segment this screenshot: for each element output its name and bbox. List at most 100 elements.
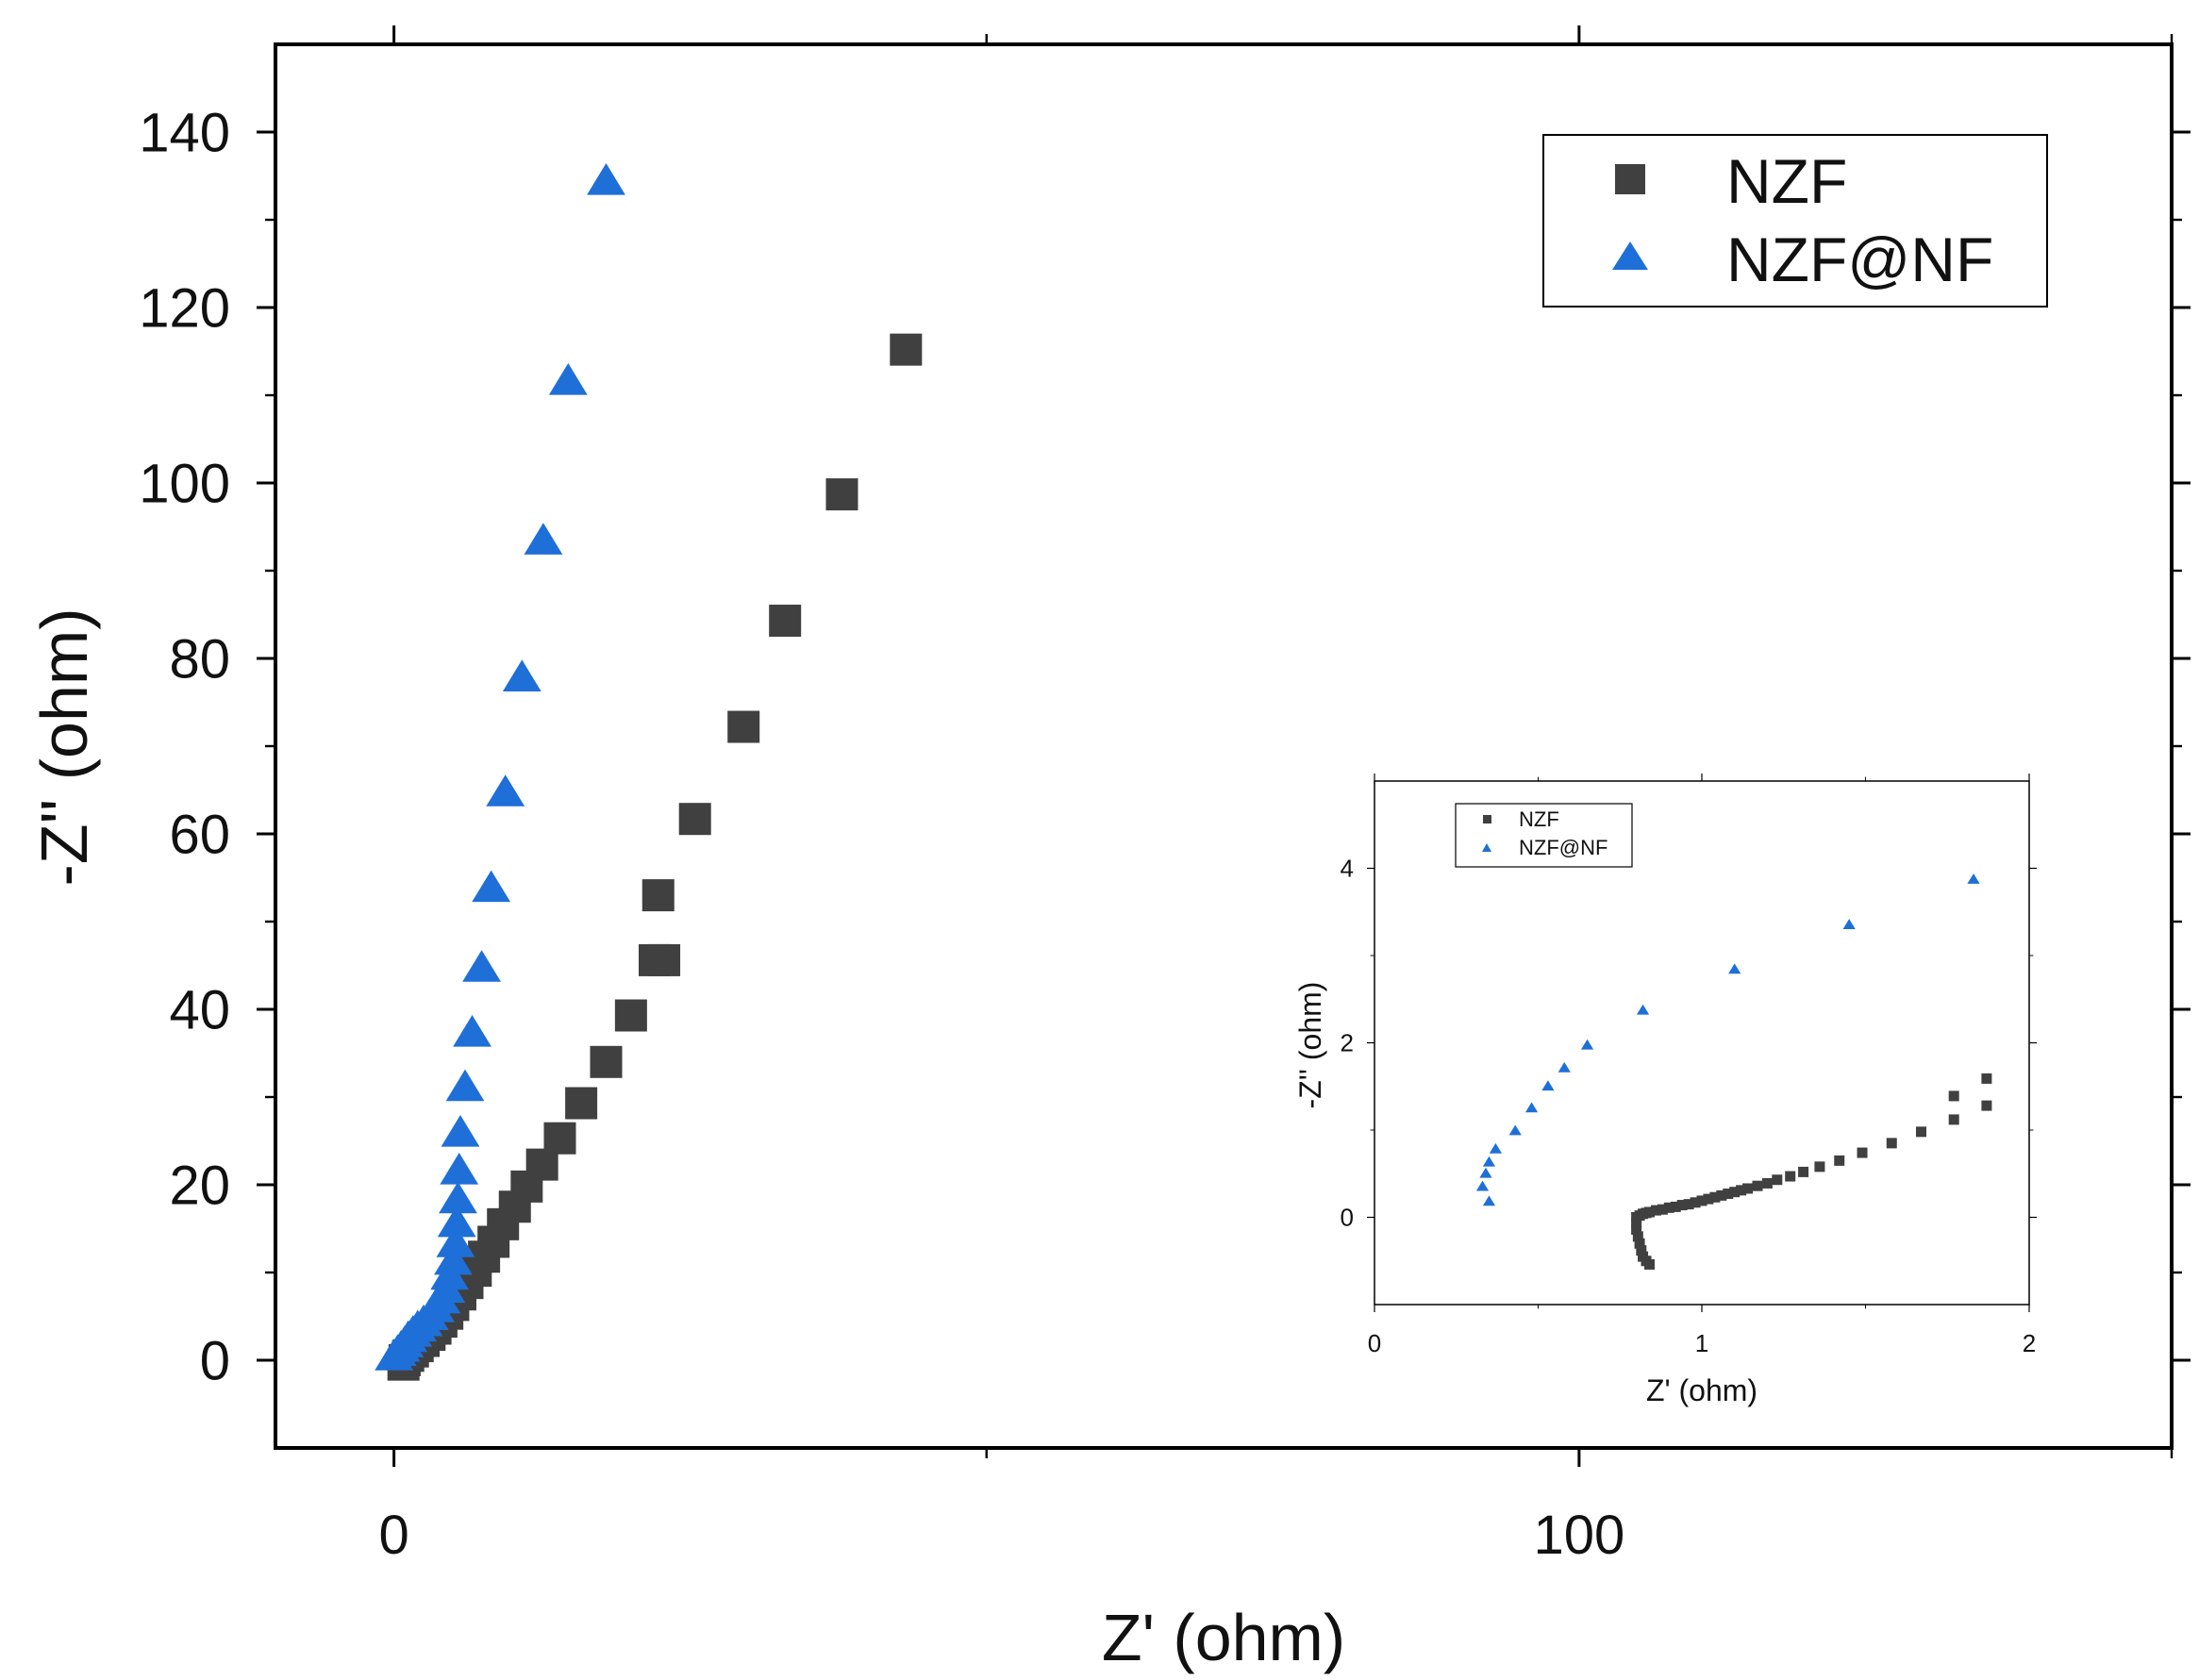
main-nzf-point — [648, 943, 681, 976]
inset-nzf-point — [1752, 1180, 1763, 1191]
inset-nzf-nf-point — [1524, 1102, 1539, 1113]
inset-nzf-nf-point — [1967, 873, 1980, 884]
inset-nzf-point — [1690, 1197, 1701, 1208]
main-nzf-nf-point — [462, 950, 501, 982]
main-legend-box — [1542, 134, 2048, 308]
inset-nzf-point — [1683, 1199, 1694, 1210]
inset-nzf-nf-point — [1842, 919, 1856, 930]
inset-nzf-point — [1981, 1100, 1992, 1111]
main-x-tick-label: 0 — [378, 1505, 408, 1566]
main-nzf-nf-point — [502, 659, 541, 691]
inset-nzf-point — [1742, 1183, 1754, 1194]
inset-nzf-nf-point — [1475, 1180, 1490, 1191]
main-nzf-nf-point — [548, 363, 588, 395]
inset-nzf-nf-point — [1489, 1142, 1502, 1154]
main-nzf-point — [727, 710, 760, 743]
inset-nzf-point — [1663, 1202, 1674, 1213]
inset-nzf-point — [1632, 1231, 1643, 1242]
inset-nzf-point — [1676, 1200, 1688, 1211]
main-nzf-nf-point — [453, 1015, 491, 1047]
inset-nzf-point — [1636, 1245, 1647, 1256]
inset-nzf-nf-point — [1580, 1039, 1594, 1050]
main-nzf-nf-point — [434, 1242, 473, 1275]
legend-nzf-label: NZF — [1726, 146, 1847, 216]
inset-nzf-nf-point — [1482, 1195, 1496, 1206]
main-nzf-nf-point — [587, 162, 625, 195]
inset-nzf-point — [1631, 1223, 1642, 1235]
inset-nzf-point — [1785, 1171, 1796, 1182]
inset-legend-nzf-marker — [1483, 815, 1491, 823]
inset-nzf-point — [1670, 1201, 1681, 1212]
main-y-tick-label: 80 — [169, 628, 230, 690]
inset-nzf-point — [1981, 1073, 1992, 1084]
inset-y-tick-label: 0 — [1341, 1204, 1354, 1232]
main-x-tick-label: 100 — [1533, 1505, 1624, 1566]
main-nzf-point — [825, 478, 858, 511]
inset-y-tick-label: 4 — [1341, 855, 1354, 883]
main-y-tick-label: 100 — [139, 453, 230, 514]
inset-nzf-point — [1643, 1206, 1655, 1218]
main-y-tick-label: 40 — [169, 979, 230, 1040]
legend-nzf-nf-label: NZF@NF — [1726, 225, 1993, 294]
main-nzf-nf-point — [445, 1069, 485, 1102]
inset-nzf-point — [1814, 1161, 1825, 1173]
inset-nzf-point — [1723, 1189, 1734, 1200]
inset-nzf-nf-point — [1636, 1004, 1650, 1015]
legend-nzf-nf-marker — [1612, 241, 1648, 270]
inset-nzf-nf-point — [1479, 1167, 1492, 1178]
main-data-points — [375, 162, 923, 1381]
inset-nzf-point — [1716, 1189, 1727, 1201]
inset-y-tick-label: 2 — [1341, 1029, 1354, 1057]
inset-nzf-point — [1761, 1177, 1773, 1189]
main-nzf-nf-point — [524, 523, 563, 555]
inset-nzf-point — [1650, 1205, 1661, 1216]
inset-nzf-point — [1886, 1138, 1897, 1149]
inset-nzf-point — [1948, 1114, 1959, 1125]
main-nzf-nf-point — [439, 1181, 477, 1214]
inset-x-axis-label: Z' (ohm) — [1646, 1373, 1758, 1407]
inset-nzf-nf-point — [1558, 1061, 1571, 1073]
inset-legend-nzf-label: NZF — [1519, 807, 1559, 831]
legend-nzf-marker — [1615, 164, 1645, 194]
main-y-tick-label: 20 — [169, 1155, 230, 1216]
inset-nzf-nf-point — [1482, 1156, 1496, 1167]
main-nzf-point — [614, 999, 647, 1032]
main-nzf-nf-point — [440, 1153, 479, 1185]
main-y-axis-label: -Z'' (ohm) — [27, 607, 101, 886]
inset-legend-nzf-nf-label: NZF@NF — [1519, 836, 1608, 859]
inset-nzf-point — [1703, 1193, 1714, 1205]
inset-x-tick-label: 2 — [2023, 1329, 2036, 1357]
main-nzf-nf-point — [486, 774, 525, 807]
inset-nzf-nf-point — [1508, 1124, 1522, 1136]
main-nzf-point — [890, 333, 923, 366]
main-nzf-point — [678, 803, 711, 836]
inset-nzf-point — [1948, 1090, 1959, 1102]
inset-nzf-nf-point — [1541, 1080, 1555, 1091]
inset-nzf-point — [1915, 1126, 1926, 1138]
inset-nzf-point — [1736, 1185, 1747, 1196]
inset-nzf-point — [1772, 1174, 1783, 1186]
main-x-axis-label: Z' (ohm) — [1102, 1601, 1345, 1674]
inset-nzf-nf-point — [1728, 963, 1741, 974]
main-nzf-point — [565, 1087, 598, 1120]
main-nzf-nf-point — [436, 1225, 475, 1257]
inset-nzf-point — [1834, 1155, 1845, 1166]
main-legend: NZF NZF@NF — [1542, 134, 2048, 308]
inset-nzf-point — [1709, 1191, 1721, 1203]
inset-nzf-point — [1696, 1195, 1708, 1206]
inset-nzf-point — [1638, 1251, 1649, 1262]
inset-nzf-point — [1798, 1166, 1809, 1177]
inset-y-axis-label: -Z'' (ohm) — [1293, 982, 1327, 1109]
main-nzf-point — [769, 605, 802, 638]
inset-legend-box — [1455, 803, 1633, 868]
inset-plot-frame — [1374, 780, 2030, 1306]
main-y-tick-label: 140 — [139, 102, 230, 163]
inset-data-points — [1475, 873, 1992, 1270]
main-y-tick-label: 0 — [200, 1330, 230, 1391]
main-y-tick-label: 60 — [169, 804, 230, 865]
main-nzf-nf-point — [437, 1205, 476, 1238]
inset-axis-ticks: 0 2 4 0 1 2 — [1341, 773, 2037, 1357]
